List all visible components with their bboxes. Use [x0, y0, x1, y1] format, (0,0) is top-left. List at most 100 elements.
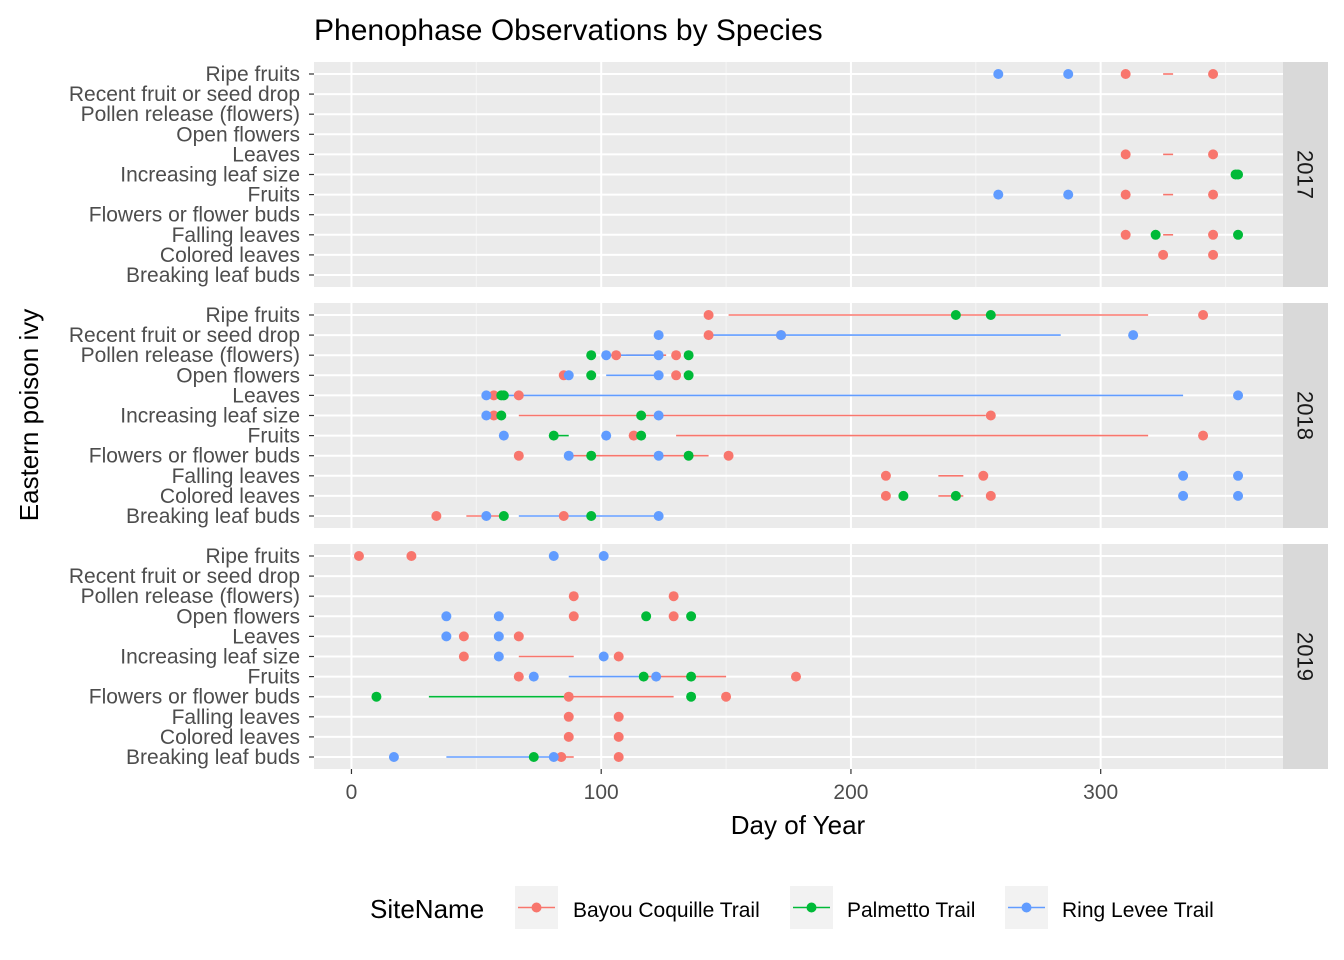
x-axis-label: Day of Year	[731, 810, 866, 840]
data-point-palmetto-trail	[528, 752, 539, 762]
data-point-bayou-coquille-trail	[406, 551, 417, 561]
data-point-bayou-coquille-trail	[563, 731, 574, 742]
data-point-ring-levee-trail	[481, 410, 492, 421]
data-point-bayou-coquille-trail	[563, 711, 574, 722]
data-point-ring-levee-trail	[1128, 330, 1139, 341]
data-point-ring-levee-trail	[598, 551, 609, 561]
y-tick-label: Breaking leaf buds	[126, 505, 300, 528]
data-point-ring-levee-trail	[1233, 490, 1244, 501]
data-point-bayou-coquille-trail	[513, 390, 524, 401]
y-tick-label: Leaves	[232, 143, 300, 166]
data-point-bayou-coquille-trail	[985, 410, 996, 421]
data-point-ring-levee-trail	[548, 752, 559, 762]
data-point-palmetto-trail	[498, 390, 509, 401]
data-point-ring-levee-trail	[481, 511, 492, 521]
y-tick-label: Ripe fruits	[205, 545, 300, 568]
y-tick-label: Increasing leaf size	[120, 164, 300, 187]
data-point-bayou-coquille-trail	[353, 551, 364, 561]
data-point-bayou-coquille-trail	[488, 390, 499, 401]
data-point-bayou-coquille-trail	[568, 611, 579, 622]
facet-strip	[1283, 544, 1328, 769]
data-point-ring-levee-trail	[651, 671, 662, 682]
data-point-ring-levee-trail	[1063, 69, 1074, 79]
data-point-bayou-coquille-trail	[613, 752, 624, 762]
data-point-ring-levee-trail	[493, 651, 504, 662]
x-axis-ticks: 0 100 200 300	[346, 769, 1118, 804]
data-point-bayou-coquille-trail	[613, 731, 624, 742]
data-point-bayou-coquille-trail	[671, 370, 682, 381]
data-point-ring-levee-trail	[653, 410, 664, 421]
data-point-ring-levee-trail	[653, 450, 664, 461]
data-point-ring-levee-trail	[388, 752, 399, 762]
y-tick-label: Fruits	[248, 184, 301, 207]
data-point-ring-levee-trail	[1233, 470, 1244, 481]
data-point-palmetto-trail	[683, 450, 694, 461]
facet-strip-label: 2017	[1293, 150, 1318, 199]
legend: SiteName Bayou Coquille Trail Palmetto Tr…	[370, 886, 1214, 929]
data-point-bayou-coquille-trail	[668, 611, 679, 622]
data-point-palmetto-trail	[950, 310, 961, 320]
y-tick-label: Colored leaves	[160, 244, 300, 267]
y-tick-label: Falling leaves	[172, 224, 300, 247]
y-tick-label: Pollen release (flowers)	[81, 585, 300, 608]
data-point-palmetto-trail	[686, 611, 697, 622]
data-point-ring-levee-trail	[1063, 189, 1074, 200]
data-point-bayou-coquille-trail	[1208, 69, 1219, 79]
data-point-palmetto-trail	[683, 370, 694, 381]
data-point-ring-levee-trail	[563, 370, 574, 381]
data-point-bayou-coquille-trail	[978, 470, 989, 481]
y-tick-label: Breaking leaf buds	[126, 746, 300, 769]
data-point-palmetto-trail	[586, 450, 597, 461]
data-point-bayou-coquille-trail	[513, 671, 524, 682]
data-point-bayou-coquille-trail	[703, 330, 714, 341]
y-tick-label: Flowers or flower buds	[89, 445, 300, 468]
legend-label: Ring Levee Trail	[1062, 899, 1214, 922]
data-point-bayou-coquille-trail	[1208, 249, 1219, 260]
y-tick-label: Open flowers	[176, 364, 300, 387]
data-point-bayou-coquille-trail	[613, 651, 624, 662]
data-point-palmetto-trail	[898, 490, 909, 501]
facet-strip	[1283, 62, 1328, 287]
data-point-bayou-coquille-trail	[458, 651, 469, 662]
data-point-bayou-coquille-trail	[1158, 249, 1169, 260]
data-point-bayou-coquille-trail	[668, 591, 679, 602]
y-tick-label: Increasing leaf size	[120, 646, 300, 669]
y-tick-label: Open flowers	[176, 123, 300, 146]
chart-title: Phenophase Observations by Species	[314, 14, 823, 47]
data-point-bayou-coquille-trail	[611, 350, 622, 361]
data-point-palmetto-trail	[498, 511, 509, 521]
data-point-bayou-coquille-trail	[558, 511, 569, 521]
legend-item-bayou-coquille-trail: Bayou Coquille Trail	[515, 886, 760, 929]
data-point-bayou-coquille-trail	[513, 631, 524, 642]
data-point-bayou-coquille-trail	[1208, 149, 1219, 160]
data-point-bayou-coquille-trail	[721, 691, 732, 702]
y-tick-label: Falling leaves	[172, 465, 300, 488]
data-point-bayou-coquille-trail	[628, 430, 639, 441]
y-axis-label: Eastern poison ivy	[14, 309, 44, 521]
legend-label: Bayou Coquille Trail	[573, 899, 760, 922]
data-point-ring-levee-trail	[653, 370, 664, 381]
legend-label: Palmetto Trail	[847, 899, 975, 922]
data-point-palmetto-trail	[371, 691, 382, 702]
data-point-palmetto-trail	[636, 430, 647, 441]
data-point-bayou-coquille-trail	[458, 631, 469, 642]
facet-strip-label: 2019	[1293, 632, 1318, 681]
data-point-bayou-coquille-trail	[671, 350, 682, 361]
data-point-bayou-coquille-trail	[488, 410, 499, 421]
data-point-ring-levee-trail	[1233, 390, 1244, 401]
data-point-ring-levee-trail	[498, 430, 509, 441]
legend-keys: Bayou Coquille Trail Palmetto Trail Ring L…	[515, 886, 1214, 929]
data-point-palmetto-trail	[950, 490, 961, 501]
data-point-ring-levee-trail	[653, 330, 664, 341]
data-point-palmetto-trail	[586, 370, 597, 381]
y-tick-label: Recent fruit or seed drop	[69, 324, 300, 347]
data-point-ring-levee-trail	[653, 350, 664, 361]
y-tick-label: Recent fruit or seed drop	[69, 83, 300, 106]
x-tick-label: 300	[1083, 781, 1118, 804]
legend-item-ring-levee-trail: Ring Levee Trail	[1005, 886, 1214, 929]
data-point-ring-levee-trail	[1178, 470, 1189, 481]
legend-key-point	[531, 902, 542, 913]
